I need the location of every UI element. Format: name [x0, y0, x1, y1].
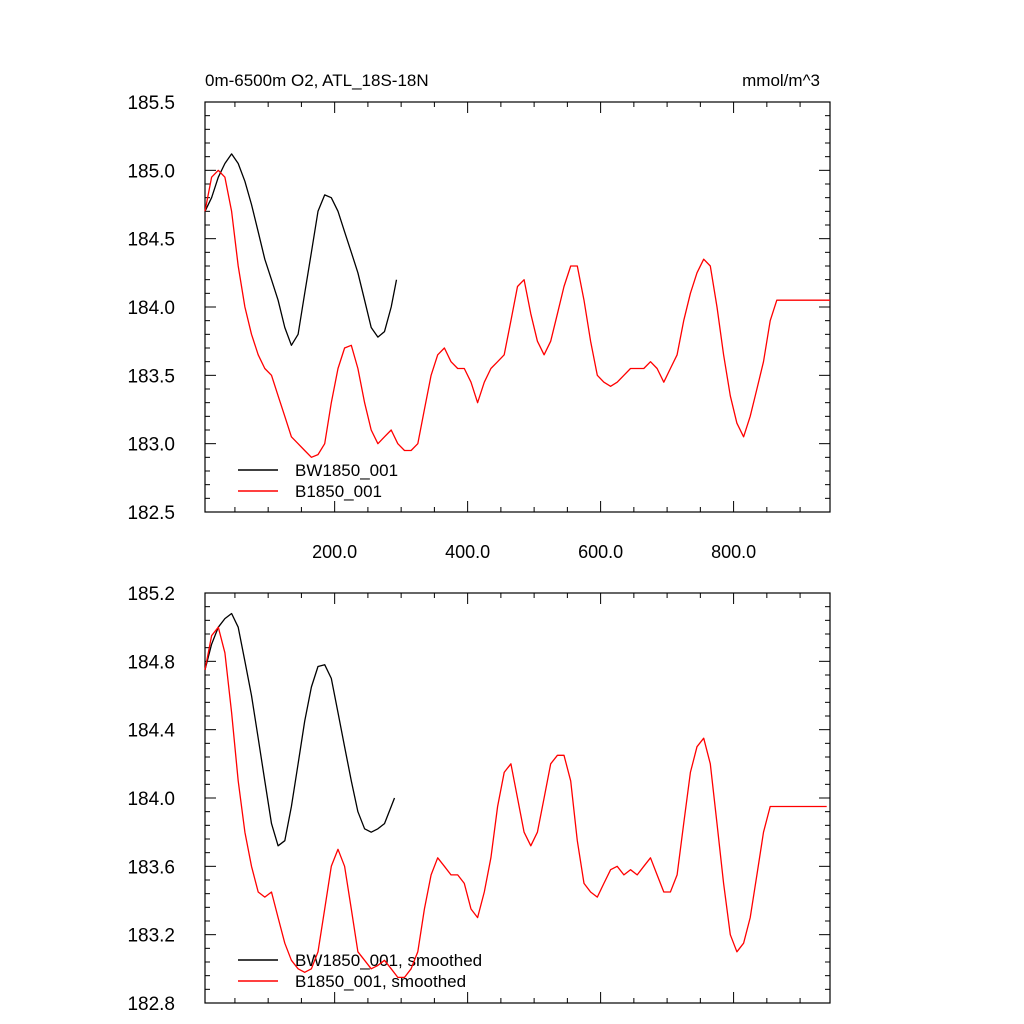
- y-tick-label: 184.5: [127, 230, 175, 251]
- y-tick-label: 183.0: [127, 435, 175, 456]
- y-tick-label: 182.8: [127, 994, 175, 1015]
- y-tick-label: 184.8: [127, 652, 175, 673]
- y-tick-label: 184.4: [127, 721, 175, 742]
- y-tick-label: 183.2: [127, 926, 175, 947]
- y-tick-label: 185.0: [127, 161, 175, 182]
- series-line-black: [204, 153, 398, 346]
- series-line-red: [204, 626, 827, 979]
- legend-label: B1850_001, smoothed: [295, 972, 466, 991]
- x-tick-label: 400.0: [445, 542, 490, 562]
- bottom-panel: 182.8 183.2 183.6 184.0 184.4 184.8 185.2 BW185…: [127, 584, 831, 1015]
- x-tick-label: 600.0: [578, 542, 623, 562]
- y-tick-label: 185.2: [127, 584, 175, 605]
- series-line-black: [204, 612, 396, 847]
- top-panel: 200.0 400.0 600.0 800.0 182.5 183.0 183.5 184.0…: [127, 93, 831, 562]
- y-tick-label: 182.5: [127, 503, 175, 524]
- chart-title: 0m-6500m O2, ATL_18S-18N: [205, 71, 429, 90]
- x-tick-label: 800.0: [711, 542, 756, 562]
- y-tick-label: 184.0: [127, 298, 175, 319]
- series-line-red: [204, 169, 830, 458]
- y-tick-label: 183.5: [127, 366, 175, 387]
- y-tick-label: 183.6: [127, 857, 175, 878]
- y-tick-label: 184.0: [127, 789, 175, 810]
- units-label: mmol/m^3: [742, 71, 820, 90]
- legend-label: BW1850_001, smoothed: [295, 951, 482, 970]
- y-tick-label: 185.5: [127, 93, 175, 114]
- plot-frame: [204, 101, 831, 513]
- x-tick-label: 200.0: [312, 542, 357, 562]
- legend-label: B1850_001: [295, 482, 382, 501]
- legend-label: BW1850_001: [295, 461, 398, 480]
